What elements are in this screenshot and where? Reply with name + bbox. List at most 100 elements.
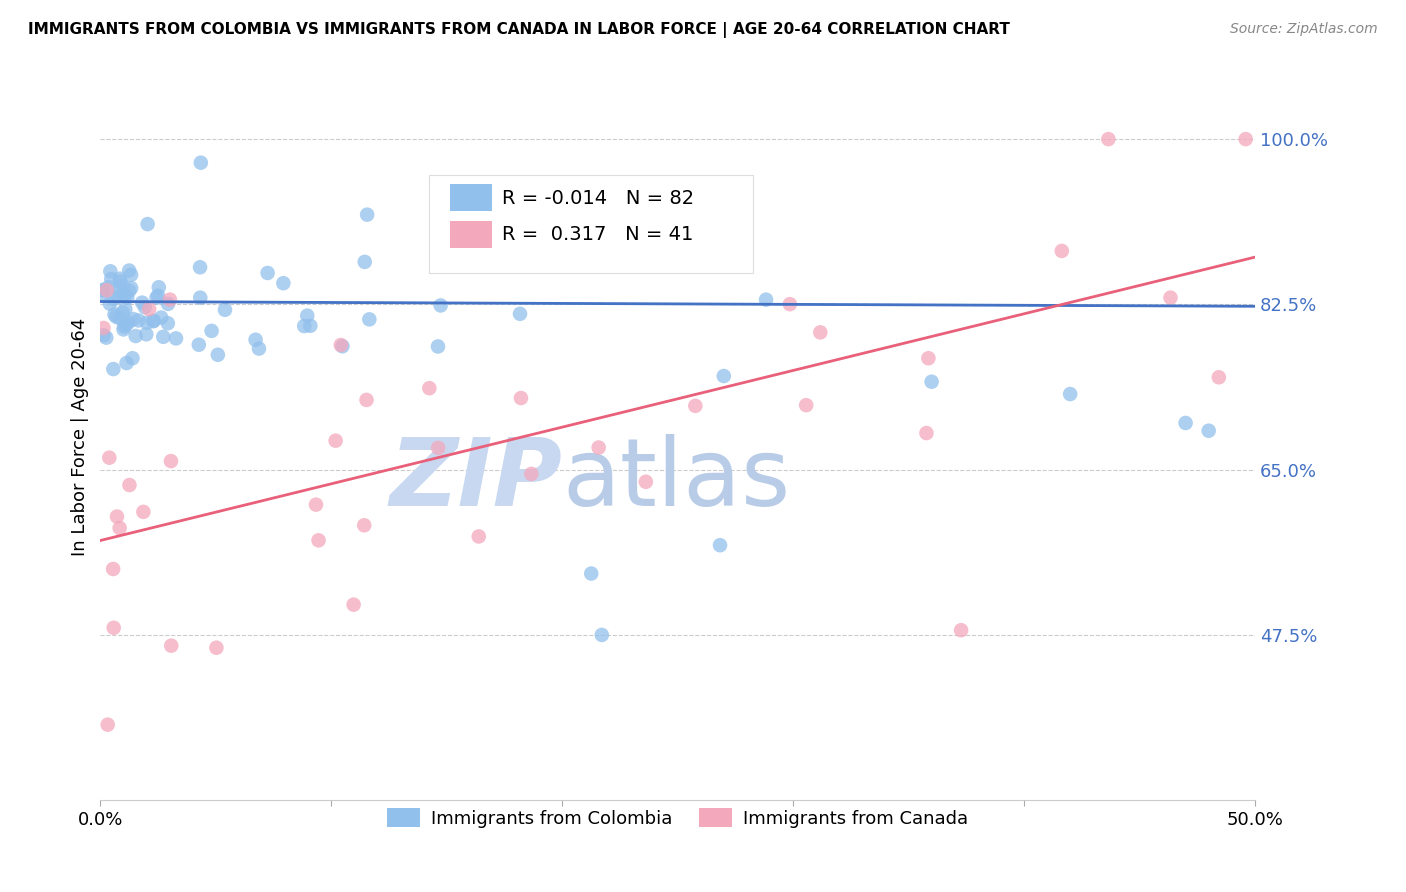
Point [118, 263, 141, 277]
Point [245, 333, 267, 347]
Point [467, 529, 489, 543]
Point [112, 319, 135, 334]
Point [188, 260, 211, 275]
Point [101, 562, 124, 576]
Point [917, 351, 939, 366]
Point [256, 266, 278, 280]
Point [134, 300, 156, 314]
Point [103, 621, 125, 635]
Point [1174, 416, 1197, 430]
Point [118, 284, 141, 298]
Text: Source: ZipAtlas.com: Source: ZipAtlas.com [1230, 22, 1378, 37]
Point [103, 307, 125, 321]
Point [429, 298, 451, 312]
Point [93, 283, 115, 297]
Point [112, 322, 135, 336]
Point [247, 342, 270, 356]
Point [128, 313, 150, 327]
Text: R =  0.317   N = 41: R = 0.317 N = 41 [502, 225, 693, 244]
Point [98, 264, 121, 278]
Point [713, 369, 735, 384]
Point [97, 717, 120, 731]
Point [125, 329, 148, 343]
Point [950, 624, 973, 638]
Text: ZIP: ZIP [389, 434, 562, 526]
Point [121, 351, 143, 366]
Point [157, 297, 180, 311]
Point [115, 356, 138, 370]
Point [343, 598, 366, 612]
Point [118, 478, 141, 492]
Point [1160, 291, 1182, 305]
Point [214, 302, 236, 317]
Point [103, 292, 125, 306]
Point [1234, 132, 1257, 146]
Point [808, 326, 831, 340]
Point [207, 348, 229, 362]
Point [152, 330, 174, 344]
Point [146, 289, 169, 303]
Point [165, 331, 187, 345]
Point [305, 498, 328, 512]
Point [353, 518, 375, 533]
Point [108, 311, 131, 326]
Point [114, 288, 136, 302]
Point [96, 331, 118, 345]
Point [188, 291, 211, 305]
Point [160, 454, 183, 468]
Point [510, 391, 533, 405]
Point [98, 296, 121, 310]
Point [299, 318, 322, 333]
Point [356, 392, 378, 407]
Point [1208, 370, 1230, 384]
Point [779, 297, 801, 311]
Point [1059, 387, 1081, 401]
Point [114, 302, 136, 317]
Point [1097, 132, 1119, 146]
Point [921, 375, 943, 389]
Point [115, 318, 138, 332]
Point [98, 450, 121, 465]
Point [588, 441, 610, 455]
Point [200, 324, 222, 338]
Point [122, 312, 145, 326]
Point [97, 280, 120, 294]
Point [93, 321, 115, 335]
FancyBboxPatch shape [450, 185, 492, 211]
FancyBboxPatch shape [429, 175, 752, 273]
Point [120, 281, 142, 295]
Point [418, 381, 440, 395]
Point [160, 639, 183, 653]
Point [132, 505, 155, 519]
Point [100, 272, 122, 286]
Point [136, 217, 159, 231]
Point [96, 283, 118, 297]
Point [709, 538, 731, 552]
Text: R = -0.014   N = 82: R = -0.014 N = 82 [502, 188, 695, 208]
Point [105, 310, 128, 324]
Point [110, 274, 132, 288]
Point [107, 290, 129, 304]
Point [142, 314, 165, 328]
Point [332, 339, 354, 353]
Point [685, 399, 707, 413]
Point [131, 295, 153, 310]
Point [308, 533, 330, 548]
Point [190, 155, 212, 169]
Point [353, 255, 375, 269]
Point [509, 307, 531, 321]
Point [520, 467, 543, 481]
Point [145, 291, 167, 305]
Point [205, 640, 228, 655]
Point [120, 268, 142, 282]
Point [142, 314, 165, 328]
Y-axis label: In Labor Force | Age 20-64: In Labor Force | Age 20-64 [72, 318, 89, 556]
Point [292, 319, 315, 334]
Point [117, 291, 139, 305]
Point [591, 628, 613, 642]
Point [187, 337, 209, 351]
Point [329, 338, 352, 352]
Point [91, 283, 114, 297]
Point [427, 339, 450, 353]
Point [427, 441, 450, 455]
